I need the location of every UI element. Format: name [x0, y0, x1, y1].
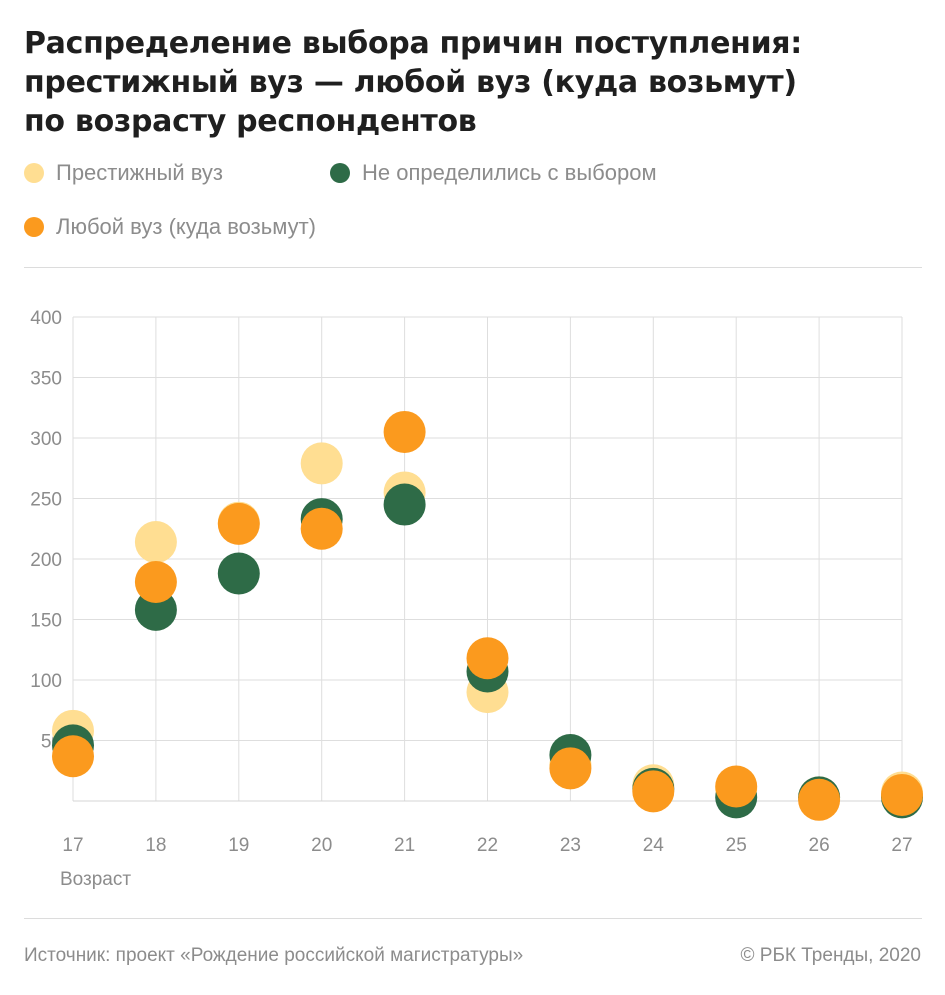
- data-point-series-2: [715, 765, 758, 808]
- legend-label: Престижный вуз: [56, 160, 224, 185]
- legend-item-undecided: Не определились с выбором: [330, 160, 657, 186]
- y-tick-label: 250: [30, 490, 62, 511]
- chart-title: Распределение выбора причин поступления:…: [24, 24, 924, 141]
- data-point-series-2: [217, 502, 260, 545]
- legend-marker: [24, 163, 44, 183]
- x-tick-label: 20: [311, 835, 332, 856]
- data-point-series-2: [549, 747, 592, 790]
- legend-item-any-university: Любой вуз (куда возьмут): [24, 214, 316, 240]
- data-point-series-1: [383, 483, 426, 526]
- y-tick-label: 100: [30, 671, 62, 692]
- title-line: по возрасту респондентов: [24, 104, 477, 139]
- x-tick-label: 19: [228, 835, 249, 856]
- data-point-series-2: [881, 773, 923, 816]
- x-tick-label: 18: [145, 835, 166, 856]
- data-point-series-2: [134, 560, 177, 603]
- data-point-series-2: [798, 778, 841, 821]
- y-tick-label: 150: [30, 611, 62, 632]
- legend: Престижный вуз Не определились с выбором…: [24, 160, 924, 250]
- data-point-series-0: [134, 521, 177, 564]
- x-tick-label: 21: [394, 835, 415, 856]
- x-tick-label: 25: [726, 835, 747, 856]
- data-point-series-2: [300, 507, 343, 550]
- y-tick-label: 400: [30, 308, 62, 329]
- y-tick-label: 300: [30, 429, 62, 450]
- top-divider: [24, 267, 922, 268]
- legend-label: Любой вуз (куда возьмут): [56, 214, 316, 239]
- legend-label: Не определились с выбором: [362, 160, 657, 185]
- title-line: престижный вуз — любой вуз (куда возьмут…: [24, 65, 797, 100]
- copyright: © РБК Тренды, 2020: [740, 945, 922, 966]
- title-line: Распределение выбора причин поступления:: [24, 26, 802, 61]
- data-point-series-2: [466, 637, 509, 680]
- data-point-series-0: [300, 442, 343, 485]
- x-tick-label: 17: [62, 835, 83, 856]
- data-point-series-2: [383, 410, 426, 453]
- legend-marker: [330, 163, 350, 183]
- x-axis-label: Возраст: [60, 869, 131, 890]
- x-tick-label: 24: [643, 835, 665, 856]
- x-tick-label: 22: [477, 835, 498, 856]
- bottom-divider: [24, 918, 922, 919]
- x-tick-label: 26: [809, 835, 830, 856]
- x-tick-label: 23: [560, 835, 581, 856]
- legend-marker: [24, 217, 44, 237]
- source-note: Источник: проект «Рождение российской ма…: [24, 945, 524, 966]
- y-tick-label: 200: [30, 550, 62, 571]
- x-tick-label: 27: [891, 835, 912, 856]
- data-point-series-2: [52, 735, 94, 778]
- legend-item-prestigious: Престижный вуз: [24, 160, 223, 186]
- data-point-series-1: [217, 552, 260, 595]
- data-point-series-2: [632, 770, 675, 813]
- y-tick-label: 350: [30, 369, 62, 390]
